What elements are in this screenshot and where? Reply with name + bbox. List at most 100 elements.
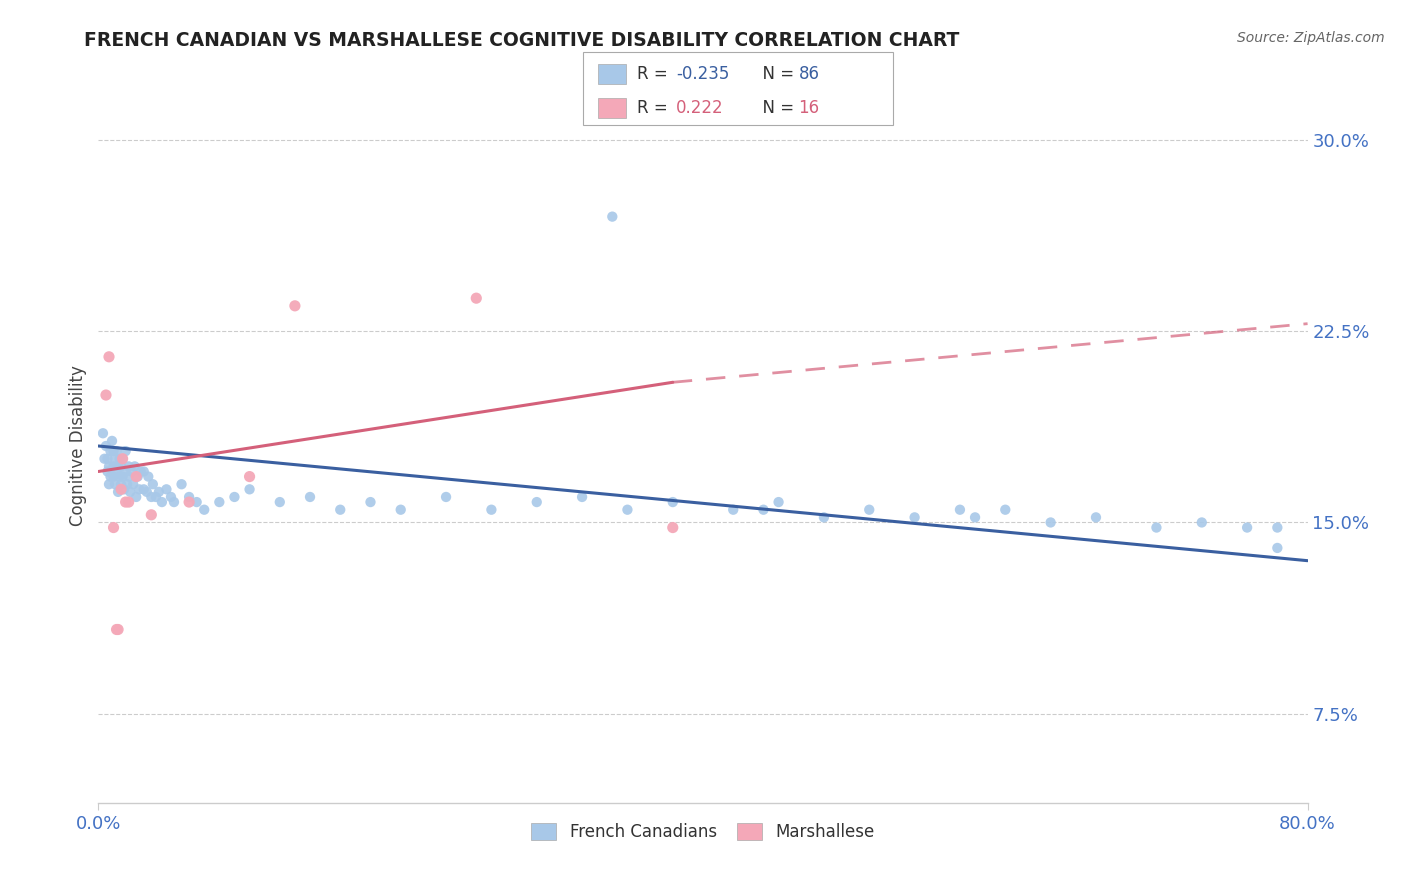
Point xyxy=(360,495,382,509)
Point xyxy=(110,459,132,474)
Point xyxy=(118,495,141,509)
Point xyxy=(160,490,183,504)
Point xyxy=(208,495,231,509)
Point xyxy=(224,490,246,504)
Point xyxy=(98,477,121,491)
Legend: French Canadians, Marshallese: French Canadians, Marshallese xyxy=(524,816,882,848)
Point xyxy=(103,444,125,458)
Point xyxy=(104,451,127,466)
Point xyxy=(193,502,215,516)
Point xyxy=(723,502,745,516)
Point xyxy=(104,477,127,491)
Point xyxy=(949,502,972,516)
Point xyxy=(105,465,128,479)
Point xyxy=(150,495,173,509)
Point xyxy=(127,469,149,483)
Point xyxy=(125,490,148,504)
Point xyxy=(994,502,1017,516)
Point xyxy=(103,520,125,534)
Point xyxy=(1039,516,1062,530)
Point xyxy=(103,469,125,483)
Point xyxy=(114,444,136,458)
Point xyxy=(122,477,145,491)
Point xyxy=(299,490,322,504)
Point xyxy=(329,502,352,516)
Point xyxy=(239,483,262,497)
Point xyxy=(125,469,148,483)
Point xyxy=(107,459,129,474)
Point xyxy=(118,459,141,474)
Text: R =: R = xyxy=(637,65,673,83)
Point xyxy=(93,451,115,466)
Point xyxy=(107,484,129,499)
Point xyxy=(1236,520,1258,534)
Point xyxy=(105,444,128,458)
Point xyxy=(389,502,412,516)
Point xyxy=(98,350,121,364)
Point xyxy=(1267,541,1289,555)
Point xyxy=(752,502,775,516)
Point xyxy=(120,484,142,499)
Point xyxy=(94,439,117,453)
Point xyxy=(111,469,134,483)
Point xyxy=(1191,516,1213,530)
Point xyxy=(481,502,503,516)
Point xyxy=(571,490,593,504)
Point xyxy=(965,510,987,524)
Point xyxy=(98,459,121,474)
Text: -0.235: -0.235 xyxy=(676,65,730,83)
Point xyxy=(101,434,124,448)
Point xyxy=(1085,510,1108,524)
Point xyxy=(135,484,157,499)
Point xyxy=(526,495,548,509)
Point xyxy=(661,495,683,509)
Point xyxy=(128,483,150,497)
Point xyxy=(132,483,155,497)
Point xyxy=(1267,520,1289,534)
Point xyxy=(661,520,683,534)
Point xyxy=(110,477,132,491)
Point xyxy=(91,426,114,441)
Point xyxy=(465,291,488,305)
Point xyxy=(142,477,165,491)
Point xyxy=(107,623,129,637)
Point xyxy=(239,469,262,483)
Point xyxy=(124,459,146,474)
Point xyxy=(118,469,141,483)
Text: R =: R = xyxy=(637,99,673,117)
Point xyxy=(129,465,152,479)
Point xyxy=(105,623,128,637)
Point xyxy=(269,495,291,509)
Text: N =: N = xyxy=(752,99,800,117)
Text: 16: 16 xyxy=(799,99,820,117)
Point xyxy=(148,484,170,499)
Point xyxy=(179,495,201,509)
Text: Source: ZipAtlas.com: Source: ZipAtlas.com xyxy=(1237,31,1385,45)
Text: N =: N = xyxy=(752,65,800,83)
Y-axis label: Cognitive Disability: Cognitive Disability xyxy=(69,366,87,526)
Point xyxy=(141,490,163,504)
Point xyxy=(145,490,167,504)
Point xyxy=(768,495,790,509)
Point xyxy=(115,477,138,491)
Point xyxy=(434,490,457,504)
Point xyxy=(111,451,134,466)
Point xyxy=(602,210,624,224)
Point xyxy=(108,451,131,466)
Point xyxy=(100,469,122,483)
Point xyxy=(100,444,122,458)
Point xyxy=(114,465,136,479)
Point xyxy=(108,469,131,483)
Point xyxy=(114,495,136,509)
Point xyxy=(112,483,135,497)
Point xyxy=(96,465,118,479)
Point xyxy=(103,459,125,474)
Text: 0.222: 0.222 xyxy=(676,99,724,117)
Point xyxy=(110,483,132,497)
Point xyxy=(170,477,193,491)
Text: 86: 86 xyxy=(799,65,820,83)
Point xyxy=(163,495,186,509)
Point xyxy=(616,502,638,516)
Text: FRENCH CANADIAN VS MARSHALLESE COGNITIVE DISABILITY CORRELATION CHART: FRENCH CANADIAN VS MARSHALLESE COGNITIVE… xyxy=(84,31,960,50)
Point xyxy=(96,451,118,466)
